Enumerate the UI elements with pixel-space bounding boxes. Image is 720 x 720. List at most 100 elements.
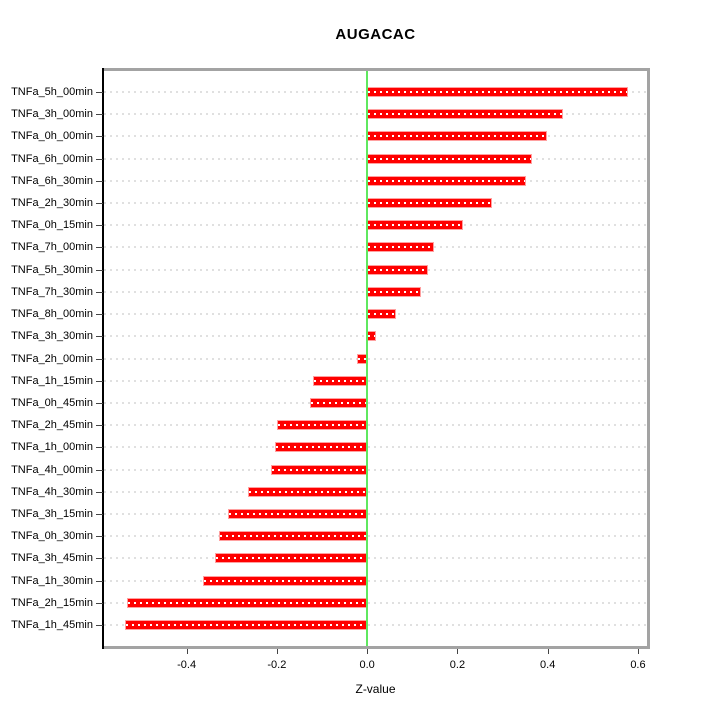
bar-dash-pattern <box>368 202 491 205</box>
grid-line <box>104 557 647 560</box>
plot-frame-right <box>647 68 650 649</box>
bar <box>367 331 376 342</box>
y-tick <box>96 425 103 427</box>
grid-line <box>104 512 647 515</box>
x-tick-label: 0.2 <box>449 659 466 671</box>
bar <box>367 175 526 186</box>
y-tick <box>96 92 103 93</box>
bar <box>277 420 368 431</box>
bar <box>367 87 629 97</box>
bar-dash-pattern <box>368 135 547 138</box>
bar <box>367 220 464 231</box>
y-tick <box>96 558 103 560</box>
bar <box>219 531 368 542</box>
y-axis-label: TNFa_0h_15min <box>11 219 93 232</box>
grid-line <box>104 601 647 604</box>
bar-dash-pattern <box>216 557 367 560</box>
y-axis-label: TNFa_6h_30min <box>11 174 93 187</box>
bar <box>271 464 368 475</box>
grid-line <box>104 446 647 449</box>
y-axis-label: TNFa_2h_00min <box>11 352 93 365</box>
bar-dash-pattern <box>310 401 367 404</box>
x-tick <box>637 649 639 654</box>
y-axis-label: TNFa_0h_30min <box>11 530 93 543</box>
y-axis-label: TNFa_7h_30min <box>11 285 93 298</box>
bar <box>274 442 368 453</box>
y-axis-line <box>102 68 104 649</box>
x-axis-title: Z-value <box>355 682 396 696</box>
y-tick <box>96 336 103 338</box>
bar-dash-pattern <box>313 379 367 382</box>
x-tick-label: -0.2 <box>267 659 287 671</box>
y-tick <box>96 536 103 538</box>
bar-dash-pattern <box>368 113 562 116</box>
bar-dash-pattern <box>368 157 532 160</box>
bar-dash-pattern <box>368 290 420 293</box>
grid-line <box>104 579 647 582</box>
bar <box>215 553 368 564</box>
bar-dash-pattern <box>275 446 367 449</box>
y-axis-label: TNFa_5h_00min <box>11 86 93 98</box>
bar <box>124 620 368 630</box>
grid-line <box>104 490 647 493</box>
y-tick <box>96 380 103 382</box>
x-tick-label: -0.4 <box>177 659 197 671</box>
bar <box>367 286 421 297</box>
bar <box>367 309 396 320</box>
zero-line <box>366 71 369 646</box>
y-tick <box>96 225 103 227</box>
plot-area <box>104 71 647 646</box>
bar-dash-pattern <box>278 424 367 427</box>
y-axis-label: TNFa_0h_00min <box>11 130 93 143</box>
y-axis-label: TNFa_1h_15min <box>11 374 93 387</box>
bar-dash-pattern <box>368 313 395 316</box>
grid-line <box>104 357 647 360</box>
x-tick <box>547 649 549 654</box>
x-tick-label: 0.6 <box>630 659 646 671</box>
chart-title: AUGACAC <box>335 26 416 43</box>
y-axis-label: TNFa_1h_00min <box>11 441 93 454</box>
bar-dash-pattern <box>229 512 367 515</box>
y-tick <box>96 513 103 515</box>
bar <box>309 397 368 408</box>
y-tick <box>96 358 103 360</box>
y-axis-label: TNFa_3h_45min <box>11 552 93 565</box>
y-tick <box>96 447 103 449</box>
y-tick <box>96 402 103 404</box>
y-axis-label: TNFa_3h_15min <box>11 507 93 520</box>
x-tick <box>457 649 459 654</box>
y-tick <box>96 314 103 316</box>
bar <box>247 486 368 497</box>
bar-dash-pattern <box>204 579 367 582</box>
y-axis-label: TNFa_2h_45min <box>11 419 93 432</box>
y-tick <box>96 625 103 626</box>
x-tick <box>276 649 278 654</box>
bar-dash-pattern <box>272 468 367 471</box>
y-tick <box>96 203 103 205</box>
bar <box>127 597 368 608</box>
bar <box>367 198 492 209</box>
y-axis-label: TNFa_6h_00min <box>11 152 93 165</box>
bar-dash-pattern <box>368 246 433 249</box>
y-axis-label: TNFa_1h_30min <box>11 574 93 587</box>
bar <box>228 508 368 519</box>
y-axis-label: TNFa_5h_30min <box>11 263 93 276</box>
bar <box>312 375 368 386</box>
y-axis-label: TNFa_1h_45min <box>11 619 93 631</box>
x-tick-label: 0.0 <box>359 659 375 671</box>
bar-dash-pattern <box>220 535 367 538</box>
y-tick <box>96 136 103 138</box>
y-tick <box>96 247 103 249</box>
bar-dash-pattern <box>368 335 375 338</box>
x-tick-label: 0.4 <box>540 659 556 671</box>
bar-dash-pattern <box>368 179 525 182</box>
bar <box>367 153 533 164</box>
bar <box>367 242 434 253</box>
grid-line <box>104 468 647 471</box>
bar-dash-pattern <box>125 624 367 626</box>
bar <box>367 264 429 275</box>
y-axis-label: TNFa_3h_00min <box>11 108 93 121</box>
y-axis-label: TNFa_4h_30min <box>11 485 93 498</box>
y-tick <box>96 469 103 471</box>
